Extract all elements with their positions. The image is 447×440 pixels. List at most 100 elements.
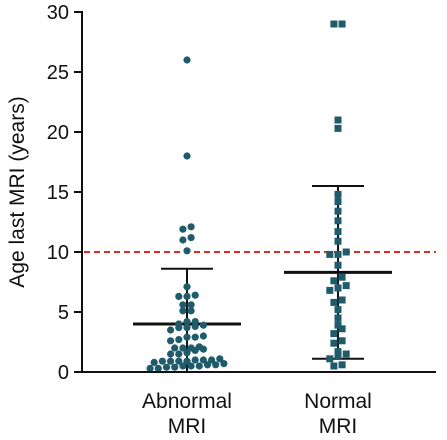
y-tick-label: 20 xyxy=(47,122,69,144)
data-point-square xyxy=(334,207,342,215)
data-point-square xyxy=(334,217,342,225)
data-point-circle xyxy=(203,361,212,369)
data-point-circle xyxy=(195,362,203,370)
data-point-circle xyxy=(187,344,195,352)
data-point-circle xyxy=(183,247,191,255)
data-point-square xyxy=(334,237,342,245)
y-tick-label: 25 xyxy=(47,62,69,84)
data-point-circle xyxy=(183,292,191,300)
data-point-square xyxy=(338,273,346,281)
data-point-circle xyxy=(183,357,191,365)
data-point-circle xyxy=(162,363,171,371)
data-point-circle xyxy=(179,307,187,315)
data-point-circle xyxy=(199,321,207,329)
data-point-circle xyxy=(171,344,179,352)
data-point-square xyxy=(334,261,342,269)
data-point-circle xyxy=(158,357,166,365)
data-point-square xyxy=(338,296,346,304)
y-axis-ticks: 0 5 10 15 20 25 30 xyxy=(47,2,82,384)
data-point-square xyxy=(326,250,334,258)
data-point-square xyxy=(334,321,342,329)
data-point-square xyxy=(338,325,346,333)
data-point-circle xyxy=(175,292,183,300)
data-point-circle xyxy=(187,301,195,309)
data-point-circle xyxy=(183,318,191,326)
data-point-square xyxy=(334,124,342,132)
data-point-circle xyxy=(154,364,162,372)
data-point-circle xyxy=(216,355,224,363)
data-point-circle xyxy=(146,364,154,372)
data-point-circle xyxy=(183,56,191,64)
data-point-circle xyxy=(199,356,207,364)
x-category-label: Normal xyxy=(304,390,372,413)
data-point-circle xyxy=(179,301,187,309)
data-point-square xyxy=(334,116,342,124)
data-point-square xyxy=(330,20,338,28)
data-point-square xyxy=(334,250,342,258)
data-point-circle xyxy=(167,357,175,365)
data-point-square xyxy=(330,277,338,285)
data-point-circle xyxy=(187,223,195,231)
data-point-circle xyxy=(199,332,207,340)
y-tick-label: 5 xyxy=(58,302,69,324)
x-category-label: MRI xyxy=(319,415,358,438)
data-point-square xyxy=(326,286,334,294)
data-point-square xyxy=(334,190,342,198)
data-point-square xyxy=(330,330,338,338)
data-point-circle xyxy=(212,361,220,369)
data-point-square xyxy=(342,282,350,290)
data-point-circle xyxy=(167,337,175,345)
data-point-circle xyxy=(183,349,191,357)
data-point-circle xyxy=(183,283,191,291)
data-point-circle xyxy=(183,152,191,160)
data-point-circle xyxy=(171,363,179,371)
data-point-square xyxy=(334,314,342,322)
axes xyxy=(81,11,436,373)
data-point-circle xyxy=(208,356,216,364)
data-point-circle xyxy=(175,357,183,365)
y-axis-title: Age last MRI (years) xyxy=(6,96,29,287)
data-point-circle xyxy=(195,343,203,351)
data-point-square xyxy=(338,361,346,369)
y-tick-label: 10 xyxy=(47,242,69,264)
x-category-label: MRI xyxy=(168,415,207,438)
data-point-circle xyxy=(179,225,187,233)
summary-lines xyxy=(133,185,392,372)
data-point-circle xyxy=(187,234,195,242)
data-point-circle xyxy=(179,236,187,244)
data-point-circle xyxy=(183,324,191,332)
data-point-circle xyxy=(183,333,191,341)
data-point-square xyxy=(334,198,342,206)
data-point-circle xyxy=(179,362,187,370)
data-point-circle xyxy=(175,350,183,358)
data-point-square xyxy=(342,350,350,358)
data-point-circle xyxy=(191,318,199,326)
data-point-square xyxy=(338,337,346,345)
data-point-square xyxy=(342,248,350,256)
data-point-square xyxy=(334,228,342,236)
data-point-square xyxy=(338,20,346,28)
data-point-circle xyxy=(187,307,195,315)
data-point-circle xyxy=(220,360,228,368)
data-point-circle xyxy=(191,333,199,341)
data-point-circle xyxy=(167,350,175,358)
data-point-square xyxy=(334,348,342,356)
data-points xyxy=(146,20,350,372)
data-point-square xyxy=(330,298,338,306)
data-point-square xyxy=(326,355,334,363)
data-point-circle xyxy=(150,358,158,366)
data-point-circle xyxy=(175,320,183,328)
y-tick-label: 15 xyxy=(47,182,69,204)
data-point-square xyxy=(330,339,338,347)
data-point-square xyxy=(334,284,342,292)
data-point-square xyxy=(334,306,342,314)
data-point-circle xyxy=(191,356,199,364)
data-point-circle xyxy=(175,336,183,344)
data-point-circle xyxy=(179,344,187,352)
y-tick-label: 0 xyxy=(58,362,69,384)
y-tick-label: 30 xyxy=(47,2,69,24)
data-point-circle xyxy=(191,291,199,299)
data-point-circle xyxy=(167,326,175,334)
